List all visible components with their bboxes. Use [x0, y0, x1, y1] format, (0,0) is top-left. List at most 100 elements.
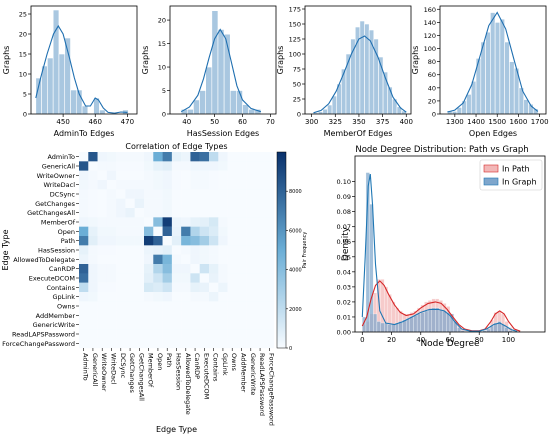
hist-4-bar: [470, 80, 477, 115]
heatmap-cell: [199, 320, 210, 330]
degree-xtick-label: 100: [502, 336, 515, 344]
heatmap-cell: [153, 217, 163, 227]
heatmap-cell: [181, 301, 191, 311]
hist-3-frame: [304, 5, 412, 115]
heatmap-cell: [106, 329, 117, 339]
heatmap-cell: [171, 226, 182, 237]
heatmap-cell: [125, 236, 135, 246]
hist-4-ytick-label: 140: [424, 19, 436, 27]
hist-2-bar: [217, 29, 225, 115]
heatmap-cell: [162, 170, 173, 181]
hist-2-xtick-label: 40: [182, 118, 191, 126]
heatmap-cell: [153, 226, 163, 237]
heatmap-cell: [97, 170, 108, 181]
degree-chart: 0 20 40 60 80 100 0.00 0.01 0.02 0.03 0.04 0.05 0.06…: [337, 145, 546, 349]
heatmap-cell: [190, 273, 200, 283]
heatmap-cell: [255, 208, 265, 218]
heatmap-cell: [236, 338, 247, 349]
hist-4-ytick-label: 80: [428, 58, 436, 66]
heatmap-cell: [162, 189, 173, 199]
heatmap-cell: [255, 161, 265, 171]
heatmap-cell: [125, 320, 135, 330]
hist-1-bar: [99, 109, 106, 115]
hist-3-ytick-label: 25: [293, 96, 301, 104]
heatmap-cell: [125, 329, 135, 339]
heatmap-cell: [190, 208, 200, 218]
heatmap-cell: [79, 170, 89, 181]
heatmap-cell: [199, 236, 210, 246]
heatmap-cell: [171, 180, 182, 190]
degree-ytick-label: 0.03: [337, 283, 351, 291]
heatmap-cell: [218, 264, 228, 274]
heatmap-cell: [255, 170, 265, 181]
heatmap-cell: [106, 264, 117, 274]
heatmap-cell: [190, 301, 200, 311]
heatmap-cell: [134, 338, 145, 349]
heatmap-cell: [125, 170, 135, 181]
hist-1-xlabel: AdminTo Edges: [54, 129, 115, 138]
heatmap-cell: [181, 208, 191, 218]
heatmap-cell: [264, 292, 275, 302]
heatmap-cell: [227, 189, 238, 199]
heatmap-cell: [106, 292, 117, 302]
heatmap-cell: [88, 170, 98, 181]
heatmap-cell: [134, 236, 145, 246]
heatmap-cell: [209, 292, 219, 302]
heatmap-cell: [116, 338, 126, 349]
heatmap-cell: [255, 217, 265, 227]
heatmap-cell: [255, 245, 265, 255]
heatmap-cell: [79, 236, 89, 246]
heatmap-cell: [106, 161, 117, 171]
heatmap-cell: [153, 180, 163, 190]
hist-2-bar: [236, 90, 243, 115]
heatmap-cell: [79, 292, 89, 302]
heatmap-cell: [153, 320, 163, 330]
heatmap-cell: [162, 254, 173, 265]
degree-graph-bar: [391, 324, 396, 333]
hist-4-xtick-label: 1300: [446, 118, 464, 126]
degree-ytick-label: 0.10: [337, 178, 351, 186]
heatmap-xtick-label: AddMember: [240, 353, 248, 393]
heatmap-cell: [144, 217, 154, 227]
heatmap-cell: [144, 180, 154, 190]
heatmap-cell: [190, 329, 200, 339]
hist-3-xlabel: MemberOf Edges: [324, 129, 393, 138]
heatmap-cell: [181, 338, 191, 349]
heatmap-cell: [88, 226, 98, 237]
colorbar-tick-label: 0: [289, 346, 292, 352]
degree-graph-bar: [406, 318, 410, 333]
heatmap-cell: [171, 245, 182, 255]
hist-4-bar: [466, 94, 472, 115]
heatmap-cell: [162, 208, 173, 218]
heatmap-cell: [97, 329, 108, 339]
heatmap-cell: [264, 226, 275, 237]
heatmap-cell: [88, 320, 98, 330]
hist-1-kde-line: [35, 24, 128, 114]
colorbar-tick-label: 2000: [289, 307, 302, 313]
heatmap-cell: [171, 161, 182, 171]
heatmap-cell: [246, 292, 256, 302]
hist-2-bar: [186, 109, 194, 115]
heatmap-cell: [236, 226, 247, 237]
heatmap-cell: [236, 282, 247, 293]
heatmap-cell: [171, 152, 182, 162]
hist-4-xlabel: Open Edges: [469, 129, 517, 138]
hist-3-ytick-label: 50: [293, 81, 301, 89]
heatmap-cell: [246, 338, 256, 349]
heatmap-cell: [264, 310, 275, 321]
heatmap-cell: [106, 338, 117, 349]
heatmap-cell: [199, 254, 210, 265]
heatmap-xtick-label: DCSync: [119, 353, 127, 379]
hist-3-ytick-label: 125: [289, 36, 301, 44]
heatmap-cell: [199, 161, 210, 171]
heatmap-cell: [88, 292, 98, 302]
heatmap-cell: [116, 236, 126, 246]
hist-4-bar: [490, 12, 496, 115]
degree-graph-bar: [369, 203, 374, 333]
heatmap-cell: [181, 226, 191, 237]
heatmap-cell: [97, 292, 108, 302]
heatmap-cell: [116, 208, 126, 218]
heatmap-cell: [153, 198, 163, 209]
hist-1-xtick-label: 460: [89, 118, 102, 126]
heatmap-ytick-label: GenericAll: [42, 163, 75, 171]
